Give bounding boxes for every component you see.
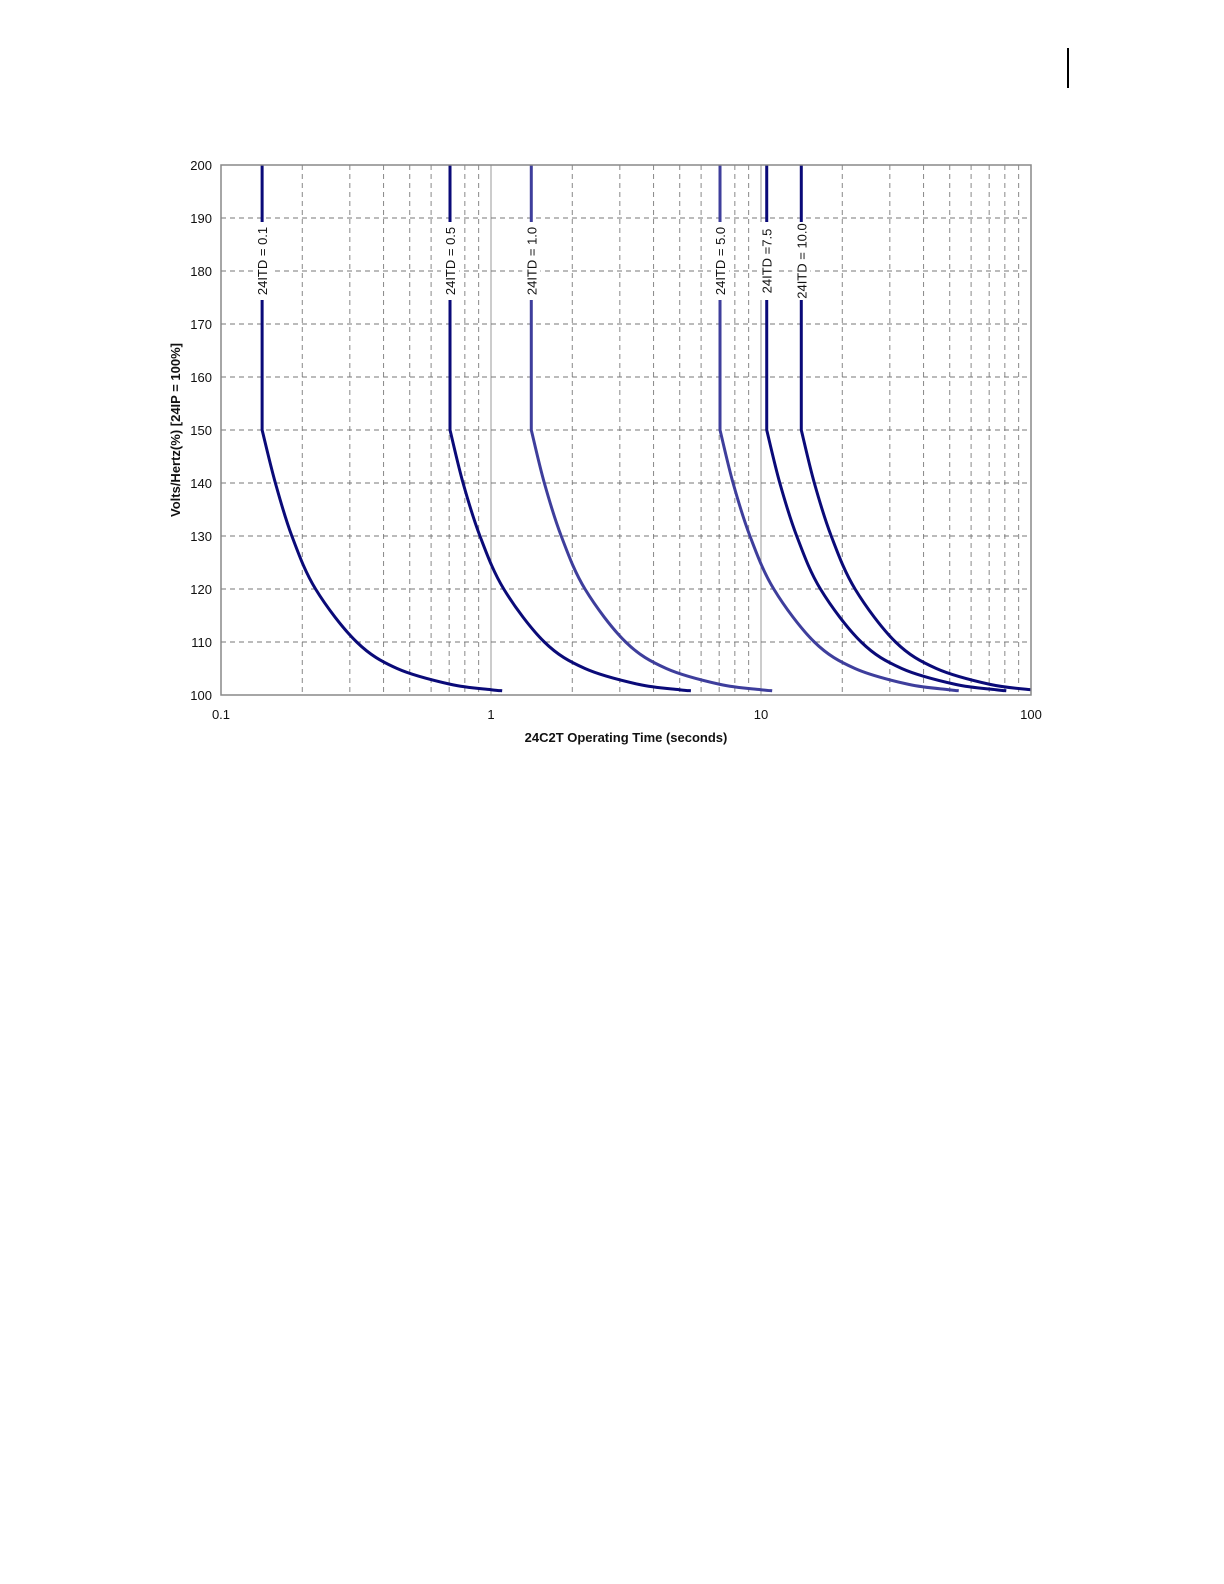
series-line bbox=[799, 165, 1032, 692]
y-tick-label: 130 bbox=[190, 529, 212, 544]
x-tick-label: 100 bbox=[1020, 707, 1042, 722]
curve-label: 24ITD = 5.0 bbox=[713, 227, 728, 295]
x-tick-label: 1 bbox=[487, 707, 494, 722]
y-tick-label: 110 bbox=[191, 635, 212, 650]
y-tick-label: 160 bbox=[190, 370, 212, 385]
curve-label: 24ITD = 1.0 bbox=[524, 227, 539, 295]
curve-label: 24ITD = 0.1 bbox=[255, 227, 270, 295]
y-tick-label: 190 bbox=[190, 211, 212, 226]
y-axis-label: Volts/Hertz(%) [24IP = 100%] bbox=[168, 343, 183, 517]
series-line bbox=[718, 165, 959, 693]
series-line bbox=[260, 165, 503, 693]
y-tick-label: 180 bbox=[190, 264, 212, 279]
series-line bbox=[529, 165, 773, 693]
series-group bbox=[260, 165, 1032, 693]
curve-labels: 24ITD = 0.1 24ITD = 0.5 24ITD = 1.0 24ITD =… bbox=[253, 222, 811, 300]
y-tick-label: 100 bbox=[190, 688, 212, 703]
curve-label-bg bbox=[711, 222, 730, 300]
curve-label-bg bbox=[757, 222, 776, 300]
curve-label: 24ITD = 0.5 bbox=[443, 227, 458, 295]
curve-label-bg bbox=[792, 222, 811, 300]
curve-label: 24ITD =7.5 bbox=[760, 229, 775, 294]
grid bbox=[221, 165, 1031, 695]
x-tick-label: 0.1 bbox=[212, 707, 230, 722]
curve-label-bg bbox=[441, 222, 460, 300]
series-line bbox=[448, 165, 692, 693]
x-tick-label: 10 bbox=[754, 707, 768, 722]
y-tick-label: 140 bbox=[190, 476, 212, 491]
y-tick-label: 120 bbox=[190, 582, 212, 597]
curve-label: 24ITD = 10.0 bbox=[794, 223, 809, 299]
y-tick-label: 150 bbox=[190, 423, 212, 438]
curve-label-bg bbox=[522, 222, 541, 300]
y-tick-label: 170 bbox=[190, 317, 212, 332]
x-axis-label: 24C2T Operating Time (seconds) bbox=[525, 730, 728, 745]
plot-border bbox=[220, 164, 1032, 696]
series-line bbox=[765, 165, 1007, 693]
y-tick-label: 200 bbox=[190, 158, 212, 173]
curve-label-bg bbox=[253, 222, 272, 300]
